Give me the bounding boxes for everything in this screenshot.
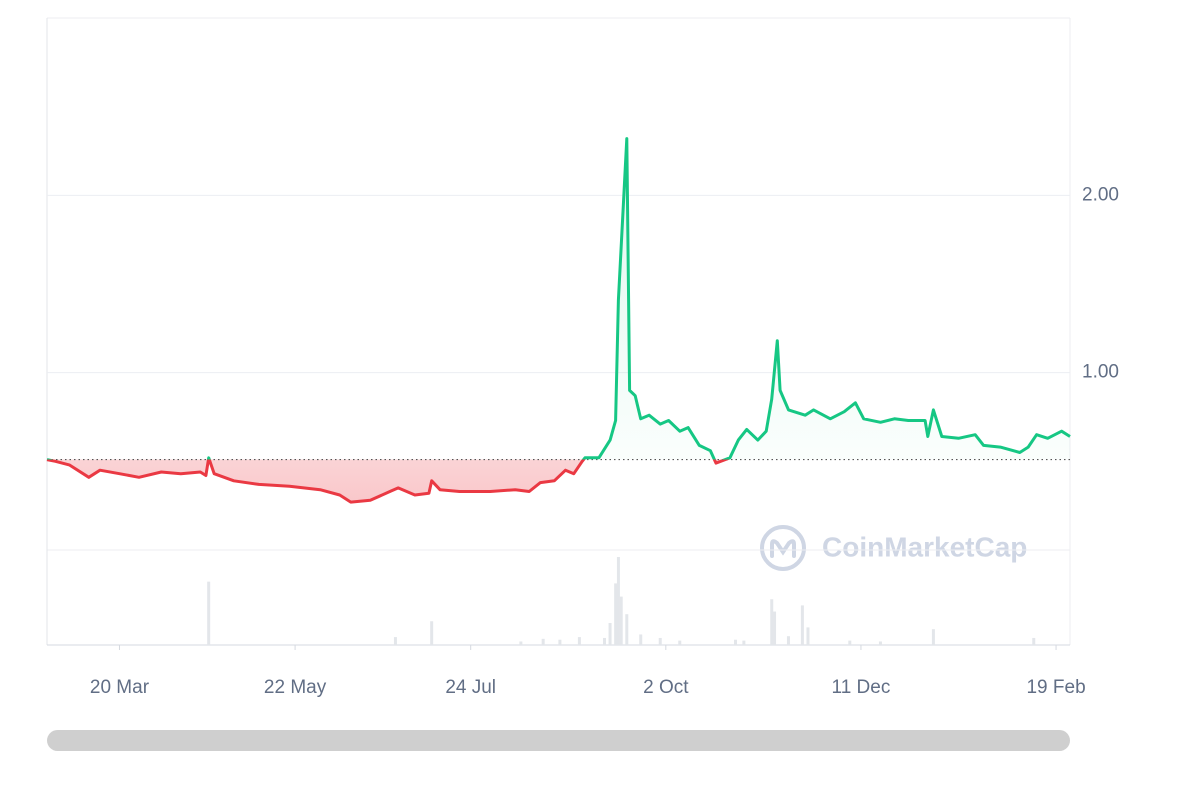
volume-bar [770,599,774,645]
area [47,138,1070,503]
volume-bar [678,640,682,645]
volume-bar [773,611,777,645]
x-tick-label: 24 Jul [445,677,496,698]
volume-bar [577,637,581,645]
x-tick-label: 19 Feb [1026,677,1085,698]
volume-bar [1032,637,1036,645]
volume-bar [608,623,612,645]
volume-bar [931,629,935,645]
y-tick-label: 2.00 [1082,184,1119,205]
volume-bar [639,634,643,645]
volume-bar [848,640,852,645]
volume-bar [619,596,623,645]
volume-bar [878,641,882,645]
volume-bar [430,621,434,645]
volume-bar [558,639,562,645]
volume-bar [734,639,738,645]
x-tick-label: 20 Mar [90,677,150,698]
volume-bar [800,605,804,645]
price-line [46,137,1071,504]
watermark: CoinMarketCap [822,531,1027,562]
volume-bar [625,614,629,645]
volume-bar [742,640,746,645]
y-tick-label: 1.00 [1082,362,1119,383]
volume-bar [658,637,662,645]
scrollbar[interactable] [47,730,1070,751]
volume-bar [602,637,606,645]
volume-bar [541,638,545,645]
x-tick-label: 2 Oct [643,677,689,698]
volume-bar [207,581,211,645]
x-tick-label: 11 Dec [832,677,891,698]
volume-bar [806,627,810,645]
volume-bar [616,557,620,645]
volume-bar [614,583,618,645]
volume-bar [786,636,790,645]
x-tick-label: 22 May [264,677,327,698]
watermark-logo [760,525,806,571]
volume-bar [393,637,397,645]
volume-bar [519,641,523,645]
